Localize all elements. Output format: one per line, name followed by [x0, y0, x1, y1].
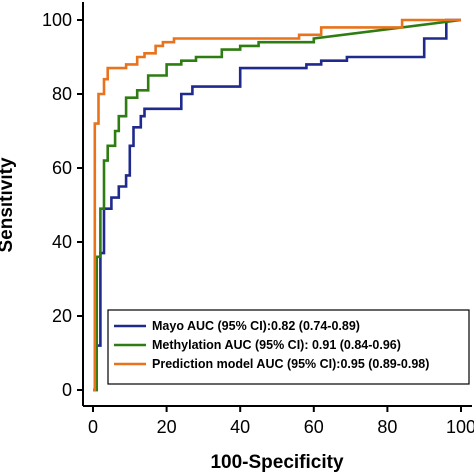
series-layer — [93, 18, 462, 392]
series-line-1 — [93, 18, 461, 392]
legend-label-1: Mayo AUC (95% CI):0.82 (0.74-0.89) — [152, 319, 360, 333]
x-tick-label: 40 — [230, 417, 250, 437]
x-tick-label: 0 — [88, 417, 98, 437]
x-tick-label: 60 — [304, 417, 324, 437]
legend: Mayo AUC (95% CI):0.82 (0.74-0.89) Methyl… — [107, 309, 470, 385]
series-line-2 — [93, 18, 462, 392]
y-axis-title: Sensitivity — [0, 157, 17, 252]
legend-label-3: Prediction model AUC (95% CI):0.95 (0.89… — [152, 357, 429, 371]
x-tick-label: 100 — [446, 417, 474, 437]
x-tick-label: 80 — [377, 417, 397, 437]
y-tick-label: 40 — [52, 232, 72, 252]
y-tick-label: 0 — [62, 380, 72, 400]
y-tick-label: 60 — [52, 158, 72, 178]
y-tick-label: 100 — [42, 10, 72, 30]
x-tick-label: 20 — [157, 417, 177, 437]
legend-label-2: Methylation AUC (95% CI): 0.91 (0.84-0.9… — [152, 338, 401, 352]
series-line-3 — [93, 18, 461, 392]
y-tick-label: 80 — [52, 84, 72, 104]
legend-box — [107, 309, 470, 385]
x-axis-title: 100-Specificity — [210, 452, 343, 473]
y-tick-label: 20 — [52, 306, 72, 326]
